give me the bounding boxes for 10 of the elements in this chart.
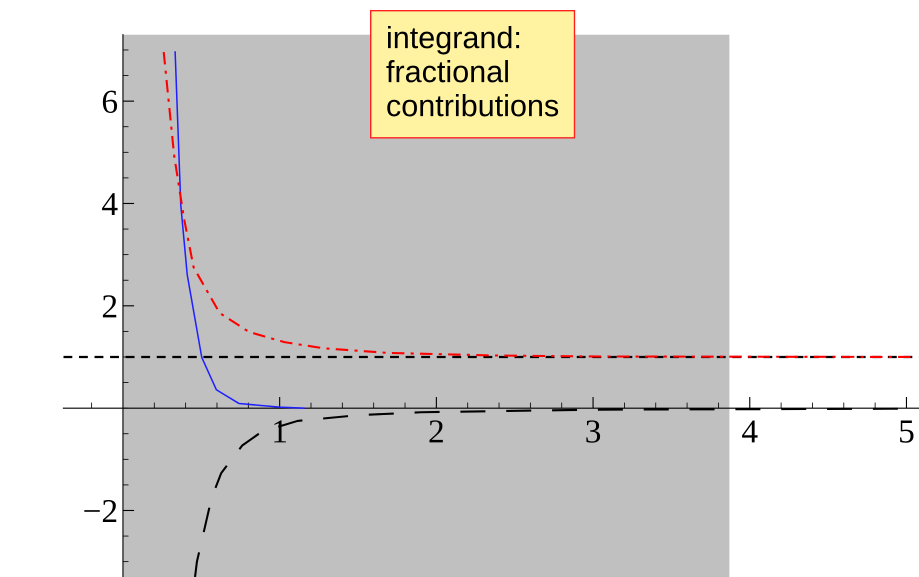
y-tick-label: 4 <box>102 193 118 216</box>
line-series <box>174 51 305 409</box>
annotation: integrand: fractional contributions <box>386 26 558 116</box>
x-tick-label: 5 <box>900 420 914 443</box>
x-tick-label: 2 <box>429 420 443 442</box>
y-tick-label: 6 <box>102 90 118 114</box>
y-tick-label: 2 <box>102 295 116 318</box>
x-tick-label: 3 <box>586 420 600 443</box>
y-tick-label: −2 <box>84 500 116 522</box>
x-tick-label: 4 <box>742 420 758 442</box>
